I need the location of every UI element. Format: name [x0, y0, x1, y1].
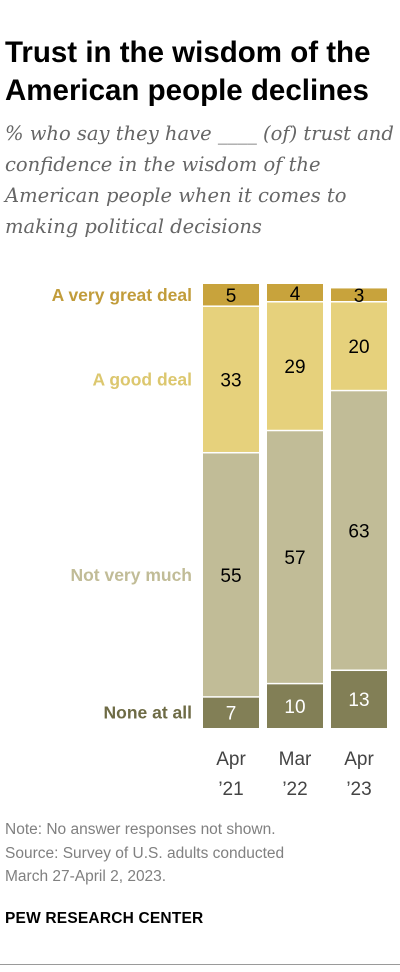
- legend-label-none-at-all: None at all: [104, 702, 193, 722]
- bar-a-good-deal-2: [331, 302, 387, 390]
- stacked-bar-chart: 7 55 33 5 Apr ’21 10 57 29 4 Mar ’22 13 63 20 3 Apr ’23 No…: [52, 284, 387, 800]
- note-text: Note: No answer responses not shown.: [5, 821, 276, 838]
- data-label-a-very-great-deal-2: 3: [354, 286, 365, 307]
- x-tick-label-1-0: Mar: [279, 749, 312, 770]
- x-tick-label-0-1: ’21: [218, 779, 243, 800]
- bar-a-good-deal-0: [203, 306, 259, 452]
- data-label-not-very-much-1: 57: [284, 548, 305, 569]
- bar-a-very-great-deal-1: [267, 284, 323, 302]
- bar-not-very-much-1: [267, 431, 323, 683]
- bar-not-very-much-0: [203, 453, 259, 697]
- bar-none-at-all-0: [203, 697, 259, 728]
- x-tick-label-1-1: ’22: [282, 779, 307, 800]
- source-line-2: March 27-April 2, 2023.: [5, 868, 167, 885]
- data-label-not-very-much-0: 55: [220, 566, 241, 587]
- bar-a-very-great-deal-2: [331, 288, 387, 302]
- data-label-a-very-great-deal-0: 5: [226, 286, 237, 307]
- bar-none-at-all-1: [267, 684, 323, 728]
- data-label-a-very-great-deal-1: 4: [290, 284, 301, 305]
- pew-logo-text: PEW RESEARCH CENTER: [5, 910, 204, 927]
- bar-a-very-great-deal-0: [203, 284, 259, 306]
- data-label-not-very-much-2: 63: [348, 521, 369, 542]
- data-label-none-at-all-2: 13: [348, 690, 369, 711]
- legend-label-a-very-great-deal: A very great deal: [52, 285, 192, 305]
- data-label-a-good-deal-2: 20: [348, 337, 369, 358]
- legend-label-a-good-deal: A good deal: [93, 369, 193, 389]
- bar-not-very-much-2: [331, 391, 387, 670]
- x-tick-label-0-0: Apr: [216, 749, 246, 770]
- bottom-divider: [0, 964, 400, 965]
- chart-subtitle: % who say they have ____ (of) trust and …: [5, 122, 394, 238]
- bar-a-good-deal-1: [267, 302, 323, 430]
- data-label-none-at-all-0: 7: [226, 703, 237, 724]
- x-tick-label-2-0: Apr: [344, 749, 374, 770]
- bar-none-at-all-2: [331, 671, 387, 728]
- legend-label-not-very-much: Not very much: [70, 565, 192, 585]
- source-line-1: Source: Survey of U.S. adults conducted: [5, 844, 285, 862]
- chart-title: Trust in the wisdom of the American peop…: [5, 36, 371, 107]
- x-tick-label-2-1: ’23: [346, 779, 371, 800]
- footnote: Note: No answer responses not shown. Sou…: [5, 818, 395, 889]
- data-label-none-at-all-1: 10: [284, 697, 305, 718]
- data-label-a-good-deal-0: 33: [220, 370, 241, 391]
- data-label-a-good-deal-1: 29: [284, 357, 305, 378]
